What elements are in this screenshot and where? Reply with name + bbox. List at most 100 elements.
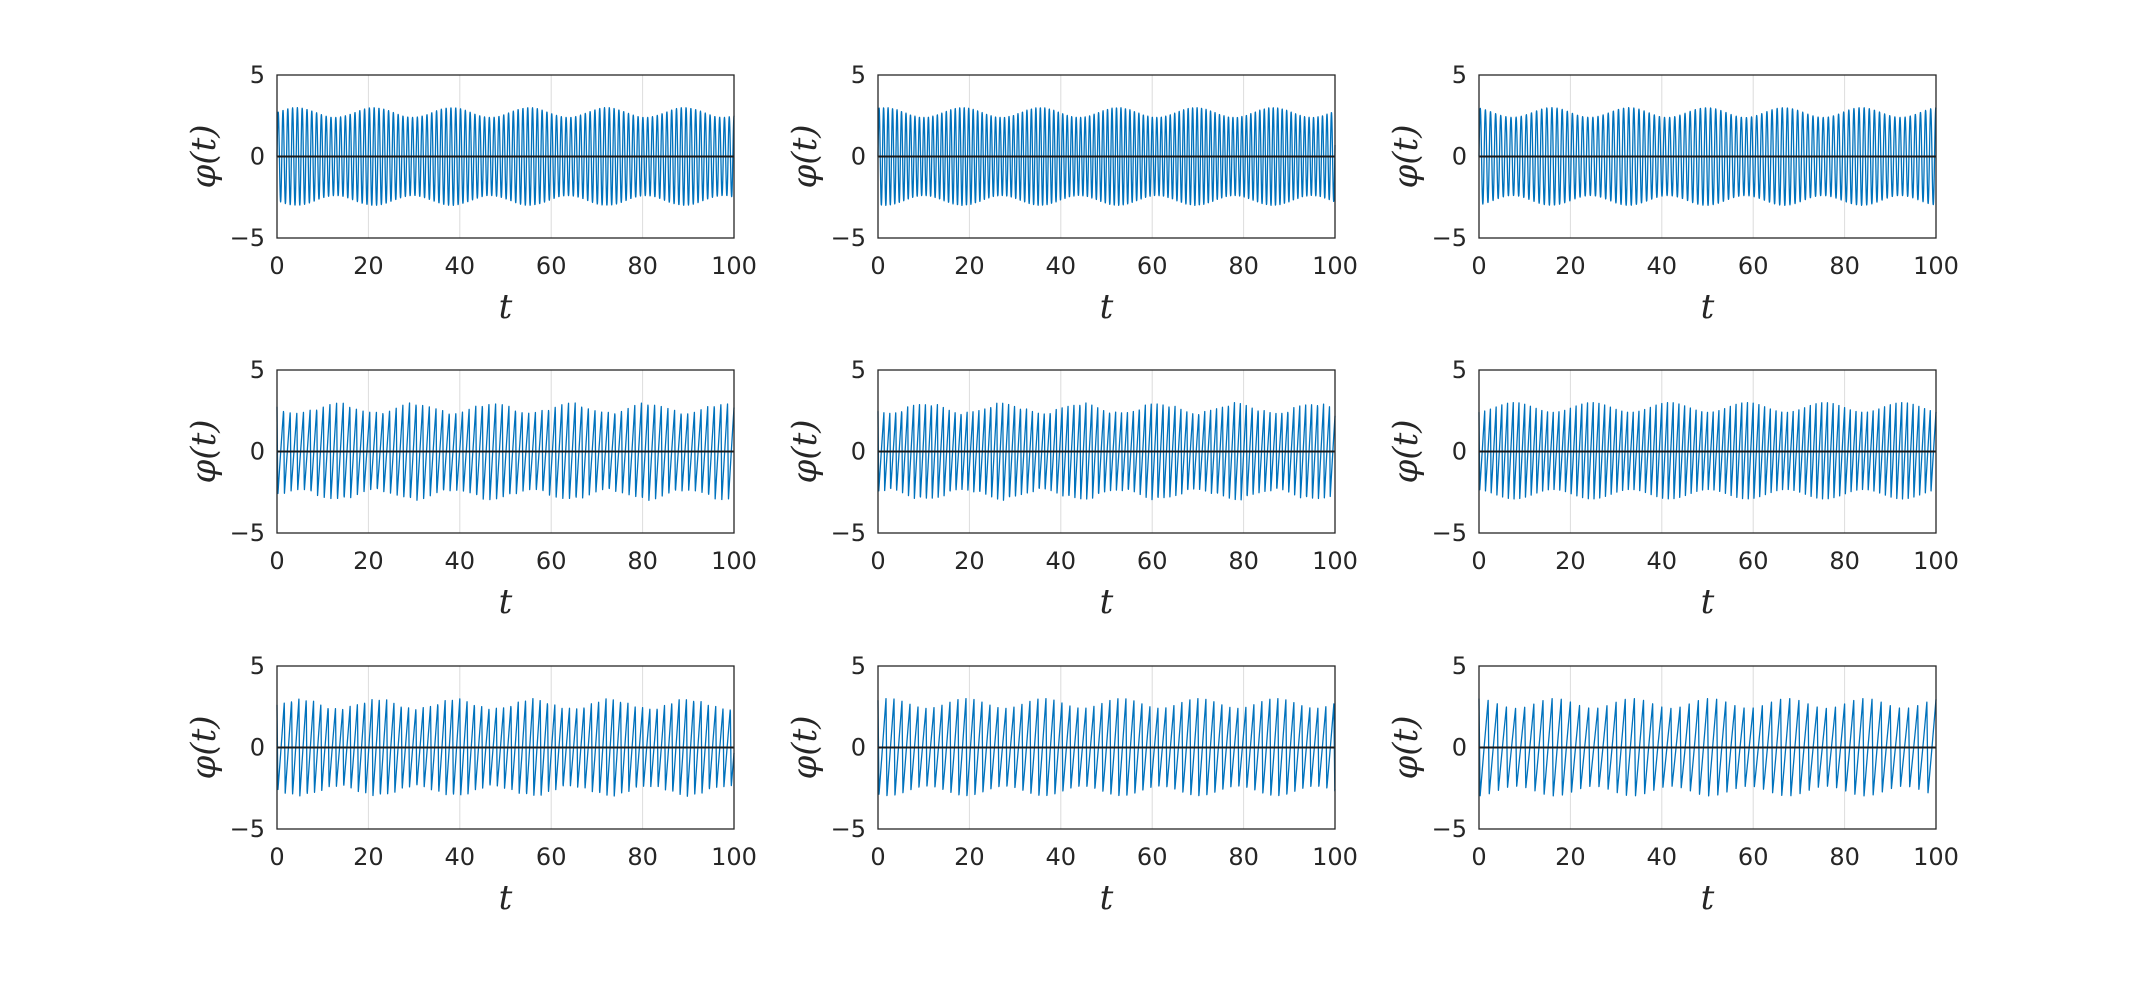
y-tick-label: 5: [1452, 356, 1467, 384]
x-tick-label: 60: [1137, 547, 1168, 575]
x-tick-label: 40: [445, 547, 476, 575]
axes-frame: [1478, 665, 1937, 830]
series-line: [1478, 401, 1937, 500]
x-tick-label: 100: [1312, 252, 1358, 280]
x-axis-label: t: [1100, 287, 1114, 327]
x-tick-label: 60: [1137, 252, 1168, 280]
axes-frame: [877, 369, 1336, 534]
axes-frame: [276, 369, 735, 534]
x-tick-label: 40: [1046, 252, 1077, 280]
x-tick-label: 40: [1647, 843, 1678, 871]
axes-frame: [276, 74, 735, 239]
y-tick-label: −5: [1432, 519, 1467, 547]
y-tick-label: 5: [851, 652, 866, 680]
y-tick-label: 5: [851, 356, 866, 384]
x-tick-label: 60: [1738, 547, 1769, 575]
x-tick-label: 0: [1471, 547, 1486, 575]
axes-frame: [276, 665, 735, 830]
y-tick-label: 5: [250, 356, 265, 384]
x-tick-label: 0: [870, 252, 885, 280]
y-axis-label: φ(t): [1386, 125, 1426, 189]
y-tick-label: −5: [831, 519, 866, 547]
x-tick-label: 0: [1471, 252, 1486, 280]
y-tick-label: 5: [1452, 652, 1467, 680]
x-tick-label: 40: [1647, 252, 1678, 280]
y-tick-label: 0: [1452, 734, 1467, 762]
x-axis-label: t: [1100, 582, 1114, 622]
series-line: [1478, 698, 1937, 797]
y-tick-label: −5: [230, 224, 265, 252]
x-tick-label: 60: [1137, 843, 1168, 871]
x-tick-label: 60: [536, 547, 567, 575]
x-tick-label: 20: [353, 547, 384, 575]
x-tick-label: 80: [1228, 252, 1259, 280]
y-tick-label: 0: [1452, 143, 1467, 171]
y-tick-label: 0: [851, 143, 866, 171]
y-tick-label: 5: [250, 652, 265, 680]
y-tick-label: 5: [250, 61, 265, 89]
y-tick-label: −5: [230, 519, 265, 547]
y-tick-label: −5: [831, 815, 866, 843]
y-tick-label: 5: [1452, 61, 1467, 89]
x-tick-label: 60: [1738, 252, 1769, 280]
y-tick-label: 0: [250, 438, 265, 466]
y-tick-label: 0: [1452, 438, 1467, 466]
x-tick-label: 0: [269, 843, 284, 871]
y-tick-label: −5: [1432, 224, 1467, 252]
series-line: [276, 402, 735, 501]
x-tick-label: 40: [445, 843, 476, 871]
axes-frame: [1478, 74, 1937, 239]
x-tick-label: 0: [870, 843, 885, 871]
x-tick-label: 20: [954, 843, 985, 871]
x-tick-label: 40: [1046, 547, 1077, 575]
x-axis-label: t: [499, 582, 513, 622]
x-tick-label: 80: [1228, 547, 1259, 575]
x-axis-label: t: [1701, 582, 1715, 622]
x-tick-label: 40: [1647, 547, 1678, 575]
x-tick-label: 80: [627, 252, 658, 280]
x-tick-label: 80: [627, 547, 658, 575]
axes-frame: [877, 665, 1336, 830]
series-line: [1478, 106, 1937, 207]
x-tick-label: 100: [1913, 843, 1959, 871]
series-line: [276, 697, 735, 797]
x-axis-label: t: [499, 287, 513, 327]
x-tick-label: 100: [711, 843, 757, 871]
y-axis-label: φ(t): [1386, 420, 1426, 484]
y-tick-label: 5: [851, 61, 866, 89]
x-axis-label: t: [1100, 878, 1114, 918]
x-tick-label: 0: [1471, 843, 1486, 871]
series-line: [877, 401, 1336, 501]
x-tick-label: 40: [1046, 843, 1077, 871]
y-axis-label: φ(t): [184, 125, 224, 189]
y-tick-label: 0: [851, 734, 866, 762]
x-tick-label: 20: [353, 843, 384, 871]
x-tick-label: 20: [1555, 547, 1586, 575]
x-tick-label: 80: [627, 843, 658, 871]
y-axis-label: φ(t): [184, 716, 224, 780]
axes-frame: [1478, 369, 1937, 534]
y-tick-label: −5: [831, 224, 866, 252]
y-tick-label: −5: [1432, 815, 1467, 843]
x-tick-label: 20: [353, 252, 384, 280]
x-tick-label: 100: [1913, 547, 1959, 575]
x-tick-label: 20: [954, 547, 985, 575]
x-tick-label: 80: [1829, 547, 1860, 575]
series-line: [877, 107, 1336, 207]
x-axis-label: t: [1701, 287, 1715, 327]
x-axis-label: t: [1701, 878, 1715, 918]
y-tick-label: −5: [230, 815, 265, 843]
x-tick-label: 60: [1738, 843, 1769, 871]
y-tick-label: 0: [250, 734, 265, 762]
x-tick-label: 100: [1312, 547, 1358, 575]
x-tick-label: 20: [1555, 843, 1586, 871]
